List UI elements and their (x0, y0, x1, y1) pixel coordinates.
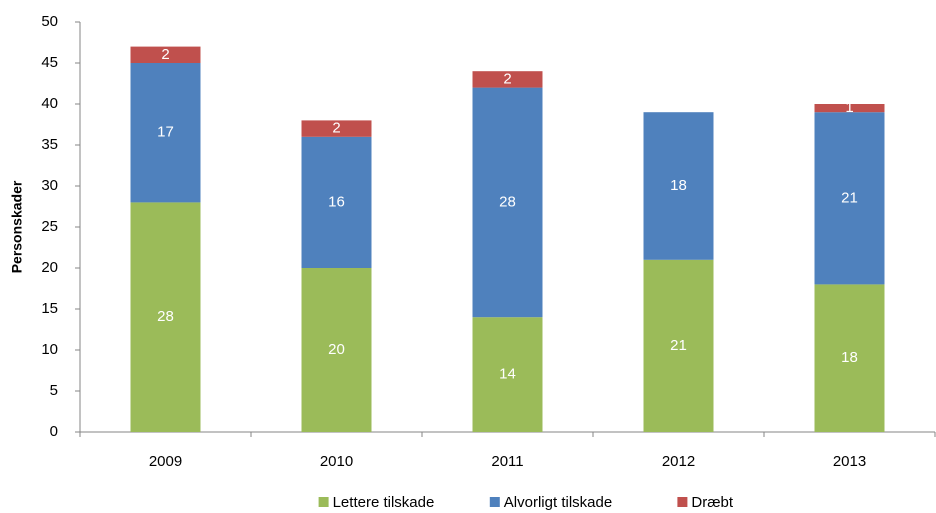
y-tick-label: 35 (41, 136, 58, 153)
bar-segment (643, 259, 714, 432)
y-tick-label: 5 (50, 382, 58, 399)
bar-segment (301, 120, 372, 137)
data-label: 20 (328, 341, 345, 358)
data-label: 2 (503, 70, 511, 87)
data-label: 28 (157, 308, 174, 325)
bar-segment (814, 112, 885, 285)
x-tick-label: 2012 (662, 453, 695, 470)
x-tick-label: 2009 (149, 453, 182, 470)
x-tick-label: 2013 (833, 453, 866, 470)
bar-segment (472, 87, 543, 318)
legend-label: Lettere tilskade (333, 494, 435, 511)
bar-segment (472, 317, 543, 432)
data-label: 21 (841, 189, 858, 206)
legend-swatch (489, 497, 500, 507)
x-tick-label: 2010 (320, 453, 353, 470)
legend-swatch (677, 497, 688, 507)
bar-segment (472, 71, 543, 88)
y-tick-label: 50 (41, 13, 58, 30)
x-tick-label: 2011 (491, 453, 523, 470)
data-label: 21 (670, 337, 687, 354)
bar-segment (130, 46, 201, 63)
data-label: 18 (670, 177, 687, 194)
bar-segment (301, 136, 372, 268)
y-tick-label: 15 (41, 300, 58, 317)
bar-segment (130, 202, 201, 432)
data-label: 1 (845, 99, 853, 116)
data-label: 2 (332, 120, 340, 137)
bar-segment (130, 63, 201, 203)
data-label: 17 (157, 124, 174, 141)
y-axis-title: Personskader (9, 180, 25, 273)
data-label: 16 (328, 193, 345, 210)
data-label: 28 (499, 193, 516, 210)
data-label: 14 (499, 366, 516, 383)
bar-segment (814, 104, 885, 113)
y-tick-label: 0 (50, 423, 58, 440)
data-label: 2 (161, 46, 169, 63)
y-tick-label: 30 (41, 177, 58, 194)
data-label: 18 (841, 349, 858, 366)
legend-label: Dræbt (691, 494, 734, 511)
y-tick-label: 10 (41, 341, 58, 358)
bar-segment (814, 284, 885, 432)
y-tick-label: 25 (41, 218, 58, 235)
y-tick-label: 20 (41, 259, 58, 276)
bar-segment (643, 112, 714, 260)
y-tick-label: 40 (41, 95, 58, 112)
legend-label: Alvorligt tilskade (504, 494, 612, 511)
bar-segment (301, 268, 372, 432)
y-tick-label: 45 (41, 54, 58, 71)
legend-swatch (318, 497, 329, 507)
